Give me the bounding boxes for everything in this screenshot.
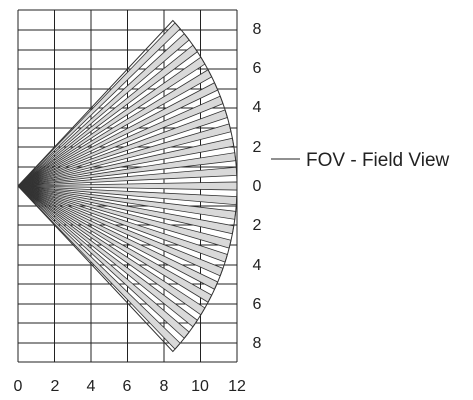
fov-boundary bbox=[17, 19, 238, 353]
x-tick-label: 2 bbox=[51, 378, 60, 395]
y-tick-label: 6 bbox=[253, 60, 262, 77]
y-tick-label: 6 bbox=[253, 296, 262, 313]
detection-beams bbox=[17, 19, 238, 353]
fov-callout-label: FOV - Field View bbox=[306, 150, 450, 171]
y-axis-labels: 8 6 4 2 0 2 4 6 8 bbox=[253, 21, 262, 352]
y-tick-label: 8 bbox=[253, 21, 262, 38]
y-tick-label: 8 bbox=[253, 335, 262, 352]
y-tick-label: 2 bbox=[253, 217, 262, 234]
x-tick-label: 8 bbox=[160, 378, 169, 395]
x-tick-label: 12 bbox=[228, 378, 246, 395]
x-tick-label: 10 bbox=[191, 378, 209, 395]
y-tick-label: 4 bbox=[253, 257, 262, 274]
y-tick-label: 4 bbox=[253, 99, 262, 116]
x-tick-label: 4 bbox=[87, 378, 96, 395]
x-tick-label: 6 bbox=[123, 378, 132, 395]
x-axis-labels: 0 2 4 6 8 10 12 bbox=[14, 378, 246, 395]
y-tick-label: 2 bbox=[253, 139, 262, 156]
x-tick-label: 0 bbox=[14, 378, 23, 395]
y-tick-label: 0 bbox=[253, 178, 262, 195]
